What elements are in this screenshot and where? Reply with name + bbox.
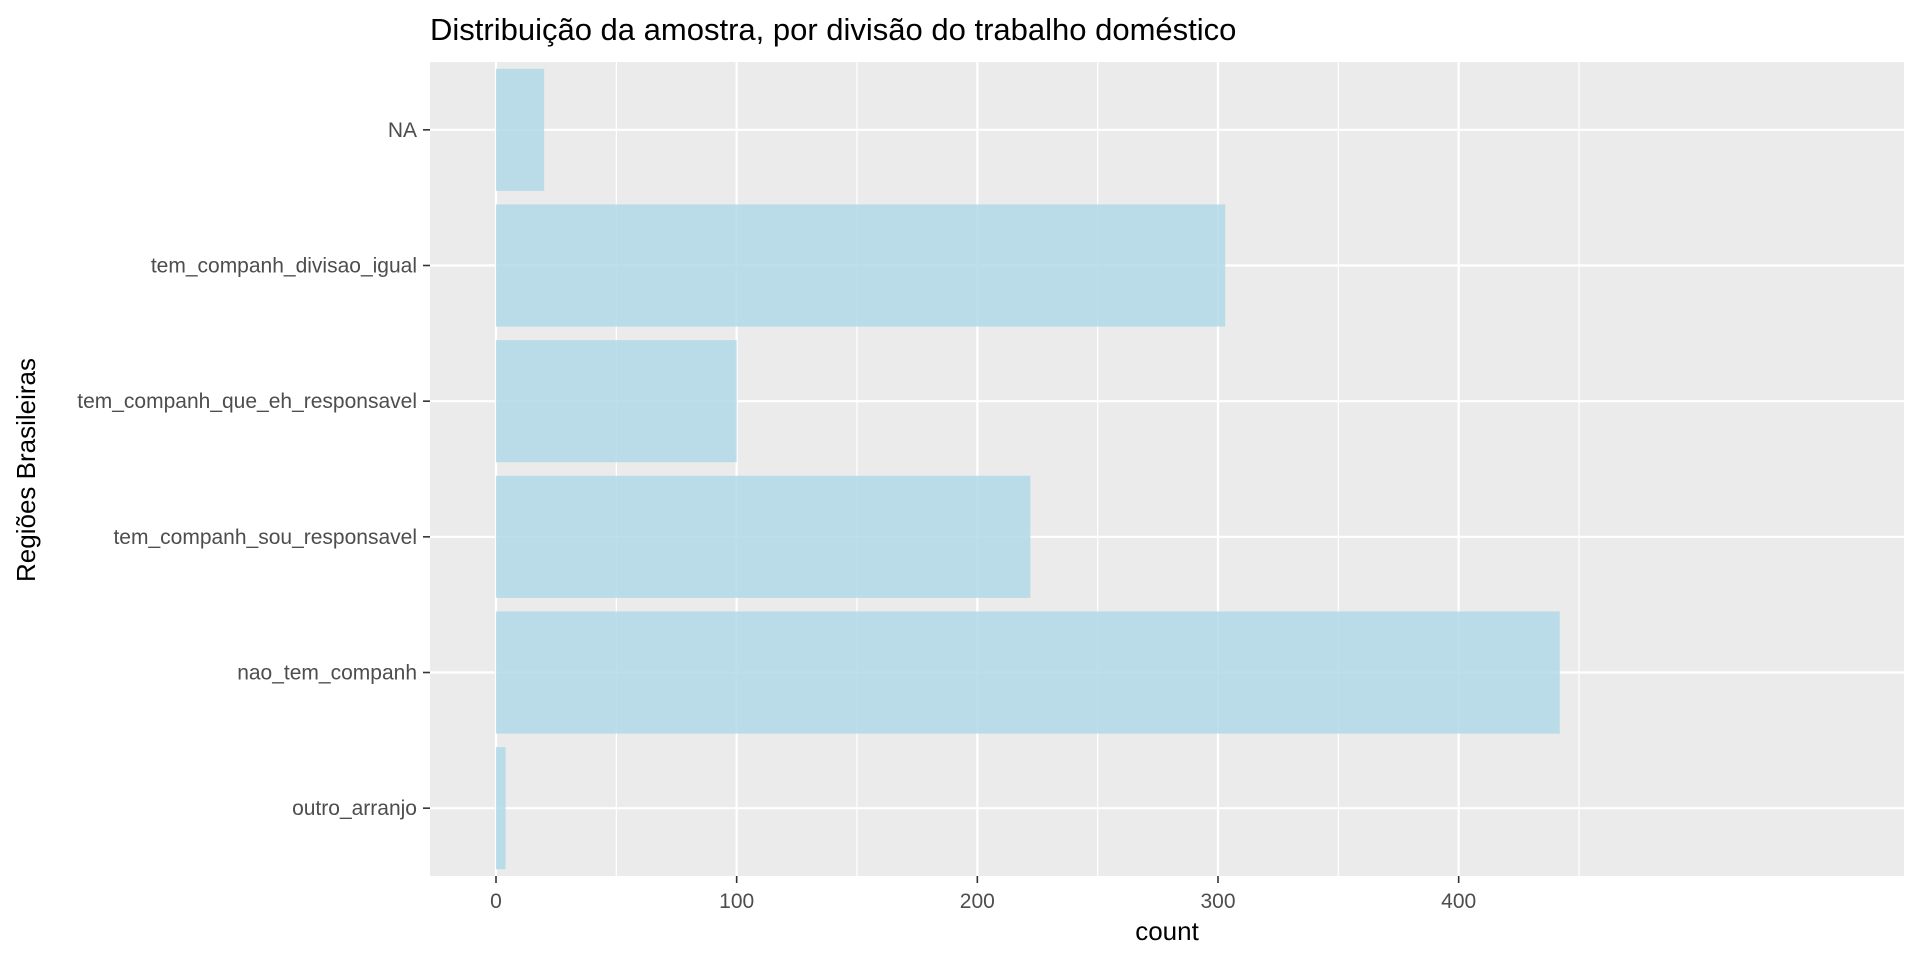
plot-panel [430,62,1904,876]
bars [496,68,1560,870]
x-tick-label: 200 [960,890,995,913]
x-tick-label: 100 [719,890,754,913]
bar-nao_tem_companh [496,611,1560,734]
y-tick-label: tem_companh_sou_responsavel [113,526,417,549]
minor-gridlines [615,62,1580,876]
x-axis: 0 100 200 300 400 [490,876,1476,913]
y-tick-label: outro_arranjo [292,797,417,820]
x-tick-label: 0 [490,890,502,913]
y-tick-label: tem_companh_divisao_igual [151,255,417,278]
y-tick-label: nao_tem_companh [237,662,417,685]
y-tick-label: tem_companh_que_eh_responsavel [77,390,417,413]
chart-title: Distribuição da amostra, por divisão do … [430,12,1236,47]
x-tick-label: 400 [1441,890,1476,913]
y-tick-label: NA [388,119,417,142]
bar-NA [496,68,545,191]
bar-tem_companh_sou_responsavel [496,475,1031,598]
bar-tem_companh_que_eh_responsavel [496,340,737,463]
x-tick-label: 300 [1200,890,1235,913]
y-axis-title: Regiões Brasileiras [11,358,41,582]
x-axis-title: count [1135,916,1199,946]
bar-tem_companh_divisao_igual [496,204,1226,327]
bar-outro_arranjo [496,747,506,870]
y-axis: NA tem_companh_divisao_igual tem_companh_q… [77,119,430,820]
